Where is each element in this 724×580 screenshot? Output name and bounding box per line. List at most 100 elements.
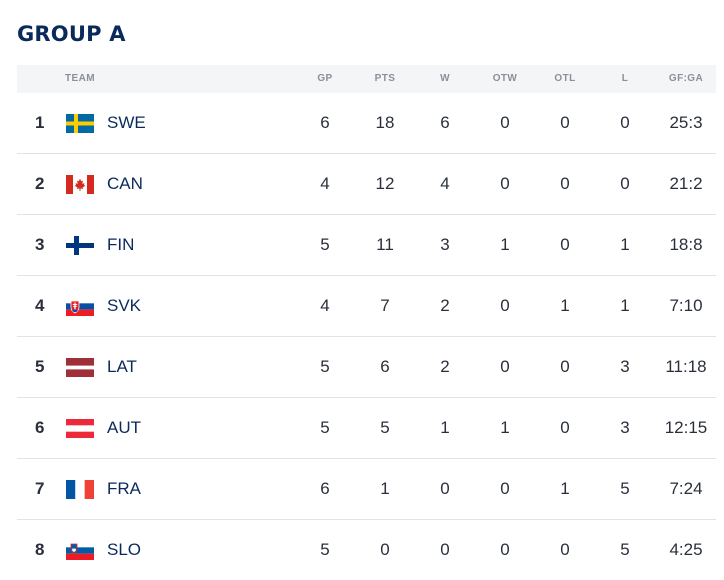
header-otl: OTL [554,73,576,84]
points: 5 [380,418,390,437]
goals-for-against: 18:8 [669,235,703,254]
goals-for-against: 7:24 [669,479,703,498]
goals-for-against: 25:3 [669,113,703,132]
table-row[interactable]: 6 AUT 5 5 1 1 0 3 12:15 [17,398,716,459]
goals-for-against: 21:2 [669,174,703,193]
table-row[interactable]: 3 FIN 5 11 3 1 0 1 18:8 [17,215,716,276]
games-played: 6 [320,113,330,132]
overtime-wins: 1 [500,418,510,437]
points: 12 [375,174,395,193]
finland-flag-icon [66,236,94,255]
rank: 5 [35,357,45,376]
goals-for-against: 4:25 [669,540,703,559]
games-played: 5 [320,357,330,376]
table-row[interactable]: 1 SWE 6 18 6 0 0 0 25:3 [17,93,716,154]
table-header: TEAM GP PTS W OTW OTL L GF:GA [17,65,716,93]
games-played: 5 [320,418,330,437]
overtime-wins: 0 [500,540,510,559]
games-played: 5 [320,540,330,559]
overtime-losses: 0 [560,174,570,193]
table-row[interactable]: 7 FRA 6 1 0 0 1 5 7:24 [17,459,716,520]
rank: 6 [35,418,45,437]
rank: 8 [35,540,45,559]
points: 11 [376,235,394,254]
wins: 6 [440,113,450,132]
overtime-losses: 1 [560,296,570,315]
header-gfga: GF:GA [668,73,704,84]
losses: 0 [620,174,630,193]
wins: 1 [440,418,450,437]
overtime-wins: 0 [500,357,510,376]
wins: 3 [440,235,450,254]
wins: 2 [440,357,450,376]
france-flag-icon [66,480,94,499]
table-row[interactable]: 8 SLO 5 0 0 0 0 5 4:25 [17,520,716,580]
slovakia-flag-icon [66,297,94,316]
losses: 1 [620,296,630,315]
rank: 2 [35,174,45,193]
points: 0 [380,540,390,559]
losses: 5 [620,479,630,498]
goals-for-against: 11:18 [665,357,707,376]
team-name[interactable]: AUT [107,418,141,437]
overtime-losses: 0 [560,418,570,437]
overtime-losses: 1 [560,479,570,498]
points: 1 [380,479,390,498]
rank: 4 [35,296,45,315]
losses: 3 [620,357,630,376]
overtime-losses: 0 [560,357,570,376]
losses: 5 [620,540,630,559]
overtime-losses: 0 [560,113,570,132]
table-row[interactable]: 5 LAT 5 6 2 0 0 3 11:18 [17,337,716,398]
team-name[interactable]: SLO [107,540,142,559]
team-name[interactable]: SWE [107,113,146,132]
table-body: 1 SWE 6 18 6 0 0 0 25:3 2 CAN 4 12 4 0 0… [17,93,716,580]
rank: 7 [35,479,45,498]
team-name[interactable]: FIN [107,235,135,254]
header-w: W [440,73,450,84]
losses: 3 [620,418,630,437]
overtime-wins: 0 [500,479,510,498]
overtime-wins: 0 [500,174,510,193]
group-title: GROUP A [17,22,126,46]
header-pts: PTS [374,73,396,84]
wins: 0 [440,479,450,498]
standings-table: TEAM GP PTS W OTW OTL L GF:GA 1 SWE 6 18… [17,65,716,580]
header-l: L [621,73,629,84]
overtime-losses: 0 [560,540,570,559]
overtime-wins: 1 [500,235,510,254]
team-name[interactable]: SVK [107,296,142,315]
overtime-wins: 0 [500,296,510,315]
losses: 0 [620,113,630,132]
wins: 0 [440,540,450,559]
games-played: 5 [320,235,330,254]
wins: 2 [440,296,450,315]
latvia-flag-icon [66,358,94,377]
table-row[interactable]: 2 CAN 4 12 4 0 0 0 21:2 [17,154,716,215]
header-gp: GP [317,73,333,84]
austria-flag-icon [66,419,94,438]
points: 6 [380,357,390,376]
overtime-losses: 0 [560,235,570,254]
games-played: 4 [320,296,330,315]
games-played: 6 [320,479,330,498]
goals-for-against: 7:10 [669,296,703,315]
overtime-wins: 0 [500,113,510,132]
rank: 1 [35,113,45,132]
team-name[interactable]: LAT [107,357,137,376]
games-played: 4 [320,174,330,193]
slovenia-flag-icon [66,541,94,560]
header-team: TEAM [65,73,95,84]
team-name[interactable]: FRA [107,479,141,498]
table-row[interactable]: 4 SVK 4 7 2 0 1 1 7:10 [17,276,716,337]
team-name[interactable]: CAN [107,174,143,193]
rank: 3 [35,235,45,254]
points: 18 [375,113,395,132]
canada-flag-icon [66,175,94,194]
goals-for-against: 12:15 [664,418,708,437]
points: 7 [380,296,390,315]
sweden-flag-icon [66,114,94,133]
header-otw: OTW [492,73,518,84]
losses: 1 [620,235,630,254]
